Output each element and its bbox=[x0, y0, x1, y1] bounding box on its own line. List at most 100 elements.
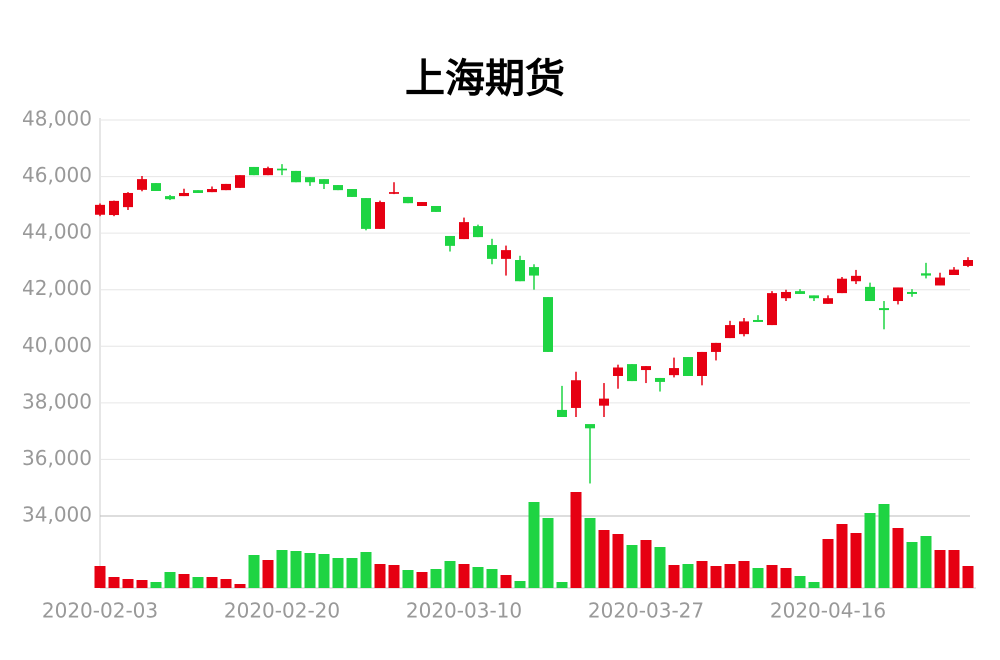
volume-bar bbox=[206, 577, 218, 588]
candle-body bbox=[753, 319, 763, 322]
volume-bar bbox=[108, 577, 120, 588]
volume-bar bbox=[248, 555, 260, 588]
candle-body bbox=[627, 364, 637, 382]
candle-body bbox=[123, 192, 133, 208]
candle-body bbox=[431, 205, 441, 212]
candle-body bbox=[613, 367, 623, 376]
x-tick-label: 2020-03-10 bbox=[406, 599, 522, 623]
y-tick-label: 44,000 bbox=[22, 220, 92, 244]
volume-bar bbox=[486, 569, 498, 588]
candle-body bbox=[501, 250, 511, 259]
candle-body bbox=[347, 189, 357, 197]
candle-body bbox=[515, 260, 525, 282]
candle-body bbox=[319, 179, 329, 184]
candle-body bbox=[543, 297, 553, 352]
volume-bar bbox=[640, 540, 652, 588]
volume-bar bbox=[374, 564, 386, 588]
candle-body bbox=[487, 245, 497, 259]
candle-body bbox=[781, 291, 791, 299]
y-tick-label: 46,000 bbox=[22, 163, 92, 187]
volume-bar bbox=[612, 534, 624, 588]
volume-bar bbox=[234, 584, 246, 588]
volume-bar bbox=[934, 550, 946, 588]
volume-bar bbox=[822, 539, 834, 588]
candle-body bbox=[725, 325, 735, 339]
volume-bar bbox=[346, 558, 358, 588]
candle-body bbox=[277, 168, 287, 171]
volume-bar bbox=[318, 554, 330, 588]
y-tick-label: 40,000 bbox=[22, 333, 92, 357]
volume-bar bbox=[864, 513, 876, 588]
volume-bar bbox=[808, 582, 820, 588]
candle-body bbox=[641, 366, 651, 371]
y-tick-label: 36,000 bbox=[22, 446, 92, 470]
volume-bar bbox=[556, 582, 568, 588]
volume-bar bbox=[766, 565, 778, 588]
candle-body bbox=[95, 204, 105, 215]
volume-bar bbox=[668, 565, 680, 588]
volume-bar bbox=[262, 560, 274, 588]
y-tick-label: 42,000 bbox=[22, 276, 92, 300]
volume-bar bbox=[276, 550, 288, 588]
volume-bar bbox=[948, 550, 960, 588]
candle-body bbox=[767, 293, 777, 326]
y-tick-label: 48,000 bbox=[22, 107, 92, 131]
volume-bar bbox=[178, 574, 190, 588]
candle-body bbox=[865, 286, 875, 302]
candle-body bbox=[109, 200, 119, 216]
volume-bar bbox=[388, 565, 400, 588]
volume-bar bbox=[920, 536, 932, 588]
candle-body bbox=[179, 192, 189, 197]
volume-bar bbox=[752, 568, 764, 588]
volume-bar bbox=[542, 518, 554, 588]
volume-bar bbox=[514, 581, 526, 588]
volume-bar bbox=[794, 576, 806, 588]
candle-body bbox=[389, 192, 399, 194]
candle-body bbox=[711, 342, 721, 352]
candle-body bbox=[151, 183, 161, 191]
candle-body bbox=[333, 185, 343, 191]
volume-bar bbox=[850, 533, 862, 588]
candle-body bbox=[823, 298, 833, 304]
y-tick-label: 38,000 bbox=[22, 389, 92, 413]
candle-body bbox=[921, 273, 931, 276]
candle-body bbox=[403, 196, 413, 204]
volume-bar bbox=[430, 569, 442, 588]
volume-bar bbox=[500, 575, 512, 588]
chart-title: 上海期货 bbox=[405, 56, 565, 102]
volume-bar bbox=[598, 530, 610, 588]
volume-bar bbox=[472, 567, 484, 588]
volume-bar bbox=[878, 504, 890, 588]
candle-body bbox=[361, 198, 371, 229]
candle-body bbox=[795, 291, 805, 294]
volume-bar bbox=[458, 564, 470, 588]
volume-bar bbox=[304, 553, 316, 588]
candle-body bbox=[291, 170, 301, 183]
x-tick-label: 2020-02-03 bbox=[42, 599, 158, 623]
volume-bar bbox=[724, 564, 736, 588]
volume-bar bbox=[654, 547, 666, 588]
volume-bar bbox=[416, 572, 428, 588]
volume-bar bbox=[962, 566, 974, 588]
volume-bar bbox=[192, 577, 204, 588]
candle-body bbox=[669, 368, 679, 376]
candle-body bbox=[193, 190, 203, 193]
candle-body bbox=[529, 267, 539, 276]
volume-bar bbox=[626, 545, 638, 588]
volume-bar bbox=[696, 561, 708, 588]
candle-body bbox=[907, 291, 917, 294]
candle-body bbox=[417, 202, 427, 206]
candle-body bbox=[165, 196, 175, 200]
candle-body bbox=[697, 351, 707, 376]
volume-bar bbox=[780, 568, 792, 588]
candle-body bbox=[809, 295, 819, 299]
y-tick-label: 34,000 bbox=[22, 503, 92, 527]
candle-body bbox=[963, 260, 973, 266]
volume-bar bbox=[710, 566, 722, 588]
candle-body bbox=[375, 202, 385, 229]
candle-body bbox=[837, 278, 847, 294]
candle-body bbox=[739, 321, 749, 335]
x-tick-label: 2020-02-20 bbox=[224, 599, 340, 623]
volume-bar bbox=[444, 561, 456, 588]
